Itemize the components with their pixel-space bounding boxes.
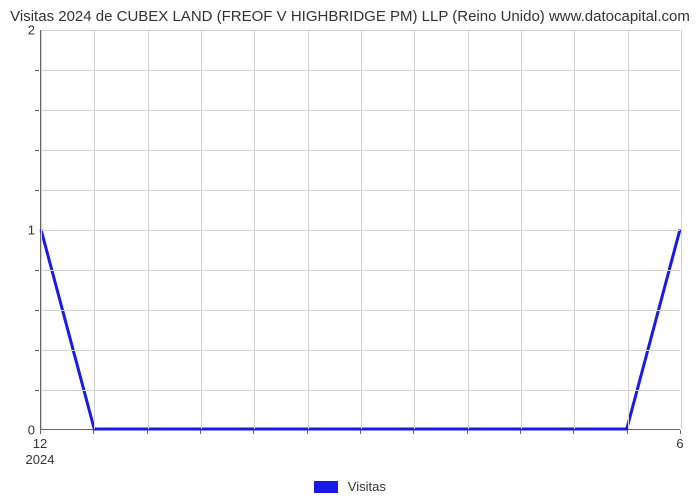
legend-label: Visitas <box>348 479 386 494</box>
y-minor-tick <box>35 110 39 111</box>
x-tick-mark <box>360 430 361 434</box>
y-minor-tick <box>35 270 39 271</box>
plot-area <box>40 30 680 430</box>
y-minor-tick <box>35 310 39 311</box>
x-tick-label-last: 6 <box>676 436 683 451</box>
y-tick-label: 2 <box>0 23 35 38</box>
legend: Visitas <box>0 478 700 494</box>
x-tick-mark <box>93 430 94 434</box>
x-tick-label-first: 12 <box>33 436 47 451</box>
y-minor-tick <box>35 150 39 151</box>
grid-line-horizontal-minor <box>41 70 680 71</box>
y-tick-label: 0 <box>0 423 35 438</box>
x-tick-mark <box>200 430 201 434</box>
chart-title: Visitas 2024 de CUBEX LAND (FREOF V HIGH… <box>0 8 700 25</box>
y-minor-tick <box>35 350 39 351</box>
x-tick-mark <box>680 430 681 434</box>
grid-line-horizontal <box>41 30 680 31</box>
y-minor-tick <box>35 390 39 391</box>
grid-line-horizontal-minor <box>41 270 680 271</box>
x-tick-mark <box>40 430 41 434</box>
x-tick-mark <box>147 430 148 434</box>
y-minor-tick <box>35 70 39 71</box>
x-year-label: 2024 <box>26 452 55 467</box>
grid-line-vertical <box>681 30 682 429</box>
y-minor-tick <box>35 190 39 191</box>
legend-swatch <box>314 481 338 493</box>
grid-line-horizontal <box>41 230 680 231</box>
x-tick-mark <box>253 430 254 434</box>
x-tick-mark <box>627 430 628 434</box>
x-tick-mark <box>413 430 414 434</box>
grid-line-horizontal-minor <box>41 190 680 191</box>
grid-line-horizontal-minor <box>41 390 680 391</box>
x-tick-mark <box>307 430 308 434</box>
chart-container: Visitas 2024 de CUBEX LAND (FREOF V HIGH… <box>0 0 700 500</box>
y-tick-label: 1 <box>0 223 35 238</box>
x-tick-mark <box>467 430 468 434</box>
grid-line-horizontal-minor <box>41 310 680 311</box>
x-tick-mark <box>573 430 574 434</box>
x-tick-mark <box>520 430 521 434</box>
grid-line-horizontal-minor <box>41 150 680 151</box>
grid-line-horizontal-minor <box>41 350 680 351</box>
grid-line-horizontal-minor <box>41 110 680 111</box>
